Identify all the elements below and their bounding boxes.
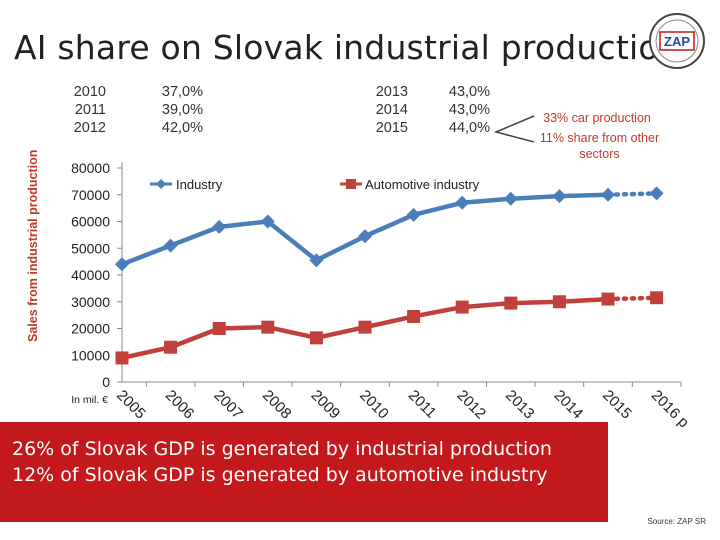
share-year: 2011 (74, 102, 106, 118)
y-tick-label: 80000 (71, 160, 110, 176)
y-tick-label: 20000 (71, 321, 110, 337)
note-bracket (493, 115, 535, 143)
automotive-point (601, 292, 615, 306)
footer-end: automotive industry (355, 464, 548, 486)
share-year: 2015 (375, 120, 408, 136)
footer-mid: of Slovak GDP is generated by (54, 464, 356, 486)
industry-point (115, 257, 129, 272)
slide-title: AI share on Slovak industrial production (14, 28, 680, 67)
industry-point (601, 187, 615, 202)
automotive-point (552, 295, 566, 309)
note-other-sectors: 11% share from other sectors (539, 131, 660, 161)
x-tick-label: 2005 (113, 387, 149, 423)
shares-left-years: 2010 2011 2012 (58, 83, 106, 137)
automotive-point (309, 331, 323, 345)
x-tick-label: 2011 (405, 387, 440, 422)
logo-text: ZAP (664, 34, 690, 49)
x-tick-label: 2012 (453, 387, 489, 423)
footer-mid: of Slovak GDP is generated by (54, 438, 356, 460)
note-car-production: 33% car production (543, 111, 651, 125)
industry-point (358, 229, 372, 244)
y-tick-label: 70000 (71, 187, 110, 203)
industry-point (649, 186, 664, 201)
series-projection-automotive (605, 295, 659, 302)
x-tick-label: 2016 p (648, 387, 692, 431)
footer-banner (0, 422, 608, 522)
series-projection-industry (605, 191, 659, 197)
footer-line-industry: 26% of Slovak GDP is generated by indust… (12, 436, 552, 462)
y-tick-label: 50000 (71, 240, 110, 256)
shares-right-values: 43,0% 43,0% 44,0% (434, 83, 490, 137)
shares-right-years: 2013 2014 2015 (360, 83, 408, 137)
shares-left-values: 37,0% 39,0% 42,0% (147, 83, 203, 137)
x-tick-label: 2015 (599, 387, 635, 423)
source-note: Source: ZAP SR (647, 517, 706, 526)
x-tick-label: 2014 (551, 387, 587, 423)
footer-pct: 12% (12, 464, 55, 486)
industry-point (503, 191, 518, 206)
y-tick-label: 40000 (71, 267, 110, 283)
automotive-point (358, 320, 372, 334)
automotive-point (650, 291, 664, 305)
share-value: 37,0% (161, 84, 203, 100)
line-chart: 0 10000 20000 30000 40000 50000 60000 70000 8000… (71, 160, 692, 431)
share-value: 44,0% (448, 120, 490, 136)
y-tick-label: 0 (102, 374, 110, 390)
footer-pct: 26% (12, 438, 55, 460)
share-value: 39,0% (161, 102, 203, 118)
industry-point (163, 238, 178, 253)
automotive-point (164, 340, 178, 354)
y-tick-label: 60000 (71, 214, 110, 230)
footer-end: industrial production (355, 438, 552, 460)
automotive-point (115, 351, 129, 365)
industry-point (309, 253, 324, 268)
x-tick-label: 2007 (210, 387, 246, 423)
industry-point (212, 219, 227, 234)
share-year: 2012 (73, 120, 106, 136)
automotive-point (407, 309, 421, 323)
automotive-point (455, 300, 469, 314)
y-tick-label: 30000 (71, 294, 110, 310)
zap-logo: ZAP (649, 13, 705, 69)
automotive-point (212, 322, 226, 335)
share-year: 2010 (73, 84, 106, 100)
legend-automotive-marker (346, 179, 356, 189)
share-year: 2013 (375, 84, 408, 100)
share-value: 42,0% (161, 120, 203, 136)
unit-label: In mil. € (71, 394, 108, 406)
automotive-point (504, 296, 518, 310)
share-value: 43,0% (448, 84, 490, 100)
x-tick-label: 2013 (502, 387, 538, 423)
x-tick-label: 2006 (162, 387, 198, 423)
automotive-point (261, 320, 275, 334)
footer-text: 26% of Slovak GDP is generated by indust… (12, 436, 552, 488)
x-tick-label: 2009 (308, 387, 344, 423)
industry-point (455, 195, 470, 210)
legend-industry-label: Industry (176, 177, 223, 192)
industry-point (552, 189, 567, 204)
footer-line-automotive: 12% of Slovak GDP is generated by automo… (12, 462, 552, 488)
share-value: 43,0% (448, 102, 490, 118)
legend-industry-marker (156, 179, 166, 189)
x-tick-label: 2010 (356, 387, 392, 423)
industry-point (406, 207, 421, 222)
legend-automotive-label: Automotive industry (365, 177, 480, 192)
x-tick-label: 2008 (259, 387, 295, 423)
y-tick-label: 10000 (71, 347, 110, 363)
share-year: 2014 (375, 102, 408, 118)
industry-point (260, 214, 275, 229)
